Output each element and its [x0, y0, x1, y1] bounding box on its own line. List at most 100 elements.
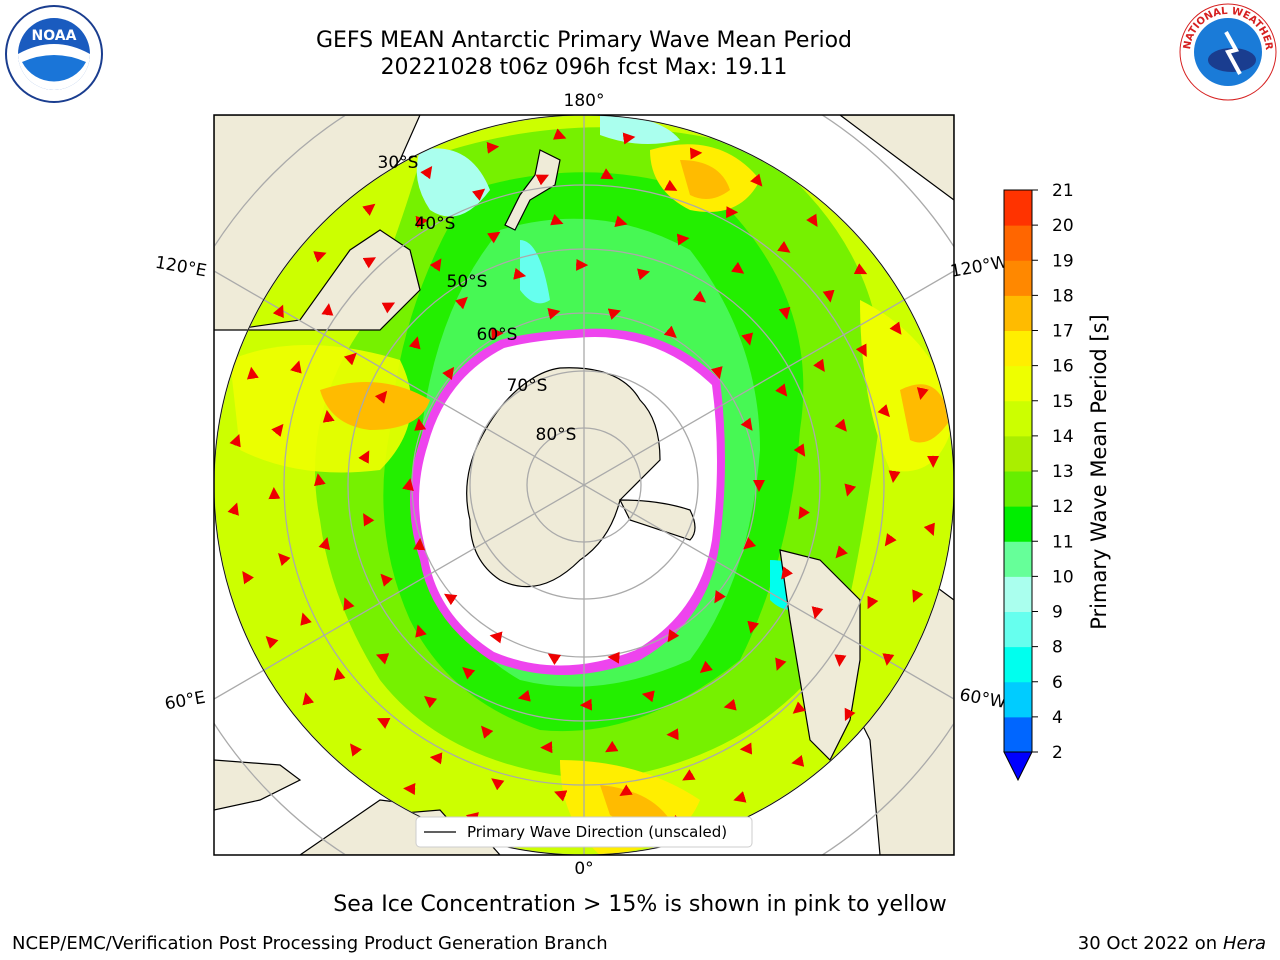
colorbar-segment: [1004, 646, 1032, 683]
wave-direction-arrow: [781, 566, 794, 580]
lat-label-30s: 30°S: [378, 153, 419, 173]
wave-direction-arrow: [775, 383, 788, 397]
wave-direction-arrow: [834, 418, 847, 432]
colorbar-tick-label: 13: [1052, 462, 1074, 482]
wave-direction-arrow: [884, 533, 897, 547]
wave-direction-arrow: [547, 307, 561, 320]
wave-direction-arrow: [300, 612, 312, 626]
wave-direction-arrow: [822, 289, 835, 303]
colorbar-tick-label: 17: [1052, 322, 1074, 342]
colorbar-segment: [1004, 295, 1032, 331]
wave-direction-arrow: [290, 360, 302, 374]
lat-label-60s: 60°S: [477, 325, 518, 345]
lat-label-70s: 70°S: [507, 376, 548, 396]
wave-direction-arrow: [278, 553, 291, 566]
colorbar-segment: [1004, 506, 1032, 542]
colorbar-segment: [1004, 576, 1032, 612]
lon-label-0: 0°: [574, 859, 593, 879]
wave-direction-arrow: [806, 213, 818, 227]
wave-direction-arrow: [272, 304, 284, 319]
footer-left: NCEP/EMC/Verification Post Processing Pr…: [12, 933, 608, 954]
wave-direction-arrow: [605, 740, 619, 753]
colorbar-segment: [1004, 190, 1032, 226]
wave-direction-arrow: [614, 215, 628, 227]
wave-direction-arrow: [882, 653, 895, 666]
wave-direction-arrow: [362, 203, 376, 216]
wave-direction-arrow: [472, 188, 486, 201]
colorbar-label: Primary Wave Mean Period [s]: [1087, 314, 1111, 630]
wave-direction-arrow: [415, 624, 427, 638]
wave-direction-arrow: [710, 366, 723, 380]
wave-direction-arrow: [487, 231, 501, 244]
wave-direction-arrow: [554, 790, 568, 802]
wave-direction-arrow: [321, 303, 334, 316]
colorbar-segment: [1004, 611, 1032, 648]
wave-direction-arrow: [481, 725, 494, 739]
colorbar-segment: [1004, 681, 1032, 718]
colorbar-underflow-triangle: [1003, 751, 1033, 782]
wave-direction-arrow: [550, 214, 564, 226]
wave-direction-arrow: [376, 717, 391, 729]
lon-label-120e: 120°E: [154, 253, 208, 282]
wave-direction-arrow: [402, 478, 414, 492]
colorbar-segment: [1004, 435, 1032, 472]
wave-direction-arrow: [313, 473, 326, 487]
wave-direction-arrow: [889, 321, 902, 335]
wave-direction-arrow: [414, 418, 427, 431]
wave-direction-arrow: [692, 290, 707, 303]
colorbar-tick-label: 21: [1052, 181, 1074, 201]
wave-direction-arrow: [689, 147, 703, 160]
wave-direction-arrow: [636, 268, 651, 281]
colorbar-segment: [1004, 365, 1032, 402]
wave-direction-arrow: [888, 470, 901, 483]
legend-label: Primary Wave Direction (unscaled): [467, 823, 727, 841]
colorbar-tick-label: 11: [1052, 532, 1074, 552]
wave-direction-arrow: [513, 267, 527, 280]
wave-direction-arrow: [855, 343, 867, 357]
wave-direction-arrow: [363, 513, 375, 527]
wave-direction-arrow: [793, 443, 806, 457]
footer-right: 30 Oct 2022 on Hera: [1078, 933, 1266, 954]
wave-direction-arrow: [302, 692, 315, 706]
wave-direction-arrow: [813, 358, 825, 372]
wave-direction-arrow: [358, 450, 370, 464]
wave-direction-arrow: [374, 390, 388, 404]
wave-direction-arrow: [877, 404, 890, 418]
wave-direction-arrow: [489, 631, 503, 644]
wave-direction-arrow: [916, 387, 929, 401]
wave-direction-arrow: [362, 257, 377, 269]
wave-direction-arrow: [415, 215, 429, 228]
wave-direction-arrow: [381, 302, 396, 314]
wave-direction-arrow: [429, 752, 443, 765]
wave-direction-arrow: [676, 233, 690, 246]
colorbar-tick-label: 20: [1052, 216, 1074, 236]
wave-direction-arrow: [420, 165, 433, 180]
south-america: [779, 549, 861, 762]
pacific-corner: [839, 115, 954, 201]
lon-label-120w: 120°W: [949, 252, 1010, 282]
wave-direction-arrow: [607, 651, 620, 664]
madagascar: [214, 759, 302, 811]
wave-direction-arrow: [486, 141, 500, 154]
sea-ice-caption: Sea Ice Concentration > 15% is shown in …: [333, 892, 947, 917]
wave-direction-arrow: [733, 791, 747, 803]
colorbar-tick-label: 2: [1052, 743, 1063, 763]
wave-direction-arrow: [227, 502, 239, 516]
colorbar-tick-label: 15: [1052, 392, 1074, 412]
wave-direction-arrow: [343, 597, 355, 611]
wave-direction-arrow: [547, 653, 562, 666]
nws-logo: NATIONAL WEATHER SERVICE: [1174, 0, 1278, 102]
lat-label-80s: 80°S: [536, 425, 577, 445]
wave-direction-arrow: [408, 336, 421, 350]
wave-direction-arrow: [607, 308, 622, 320]
wave-direction-arrow: [923, 522, 935, 536]
wave-direction-arrow: [491, 778, 505, 791]
lat-label-40s: 40°S: [415, 214, 456, 234]
svg-text:NOAA: NOAA: [32, 28, 77, 44]
colorbar-tick-label: 16: [1052, 357, 1074, 377]
wave-direction-arrow: [622, 132, 636, 145]
footer-date: 30 Oct 2022 on: [1077, 933, 1223, 954]
wave-direction-arrow: [777, 240, 791, 253]
wave-direction-arrow: [778, 306, 791, 320]
wave-direction-arrow: [535, 174, 549, 186]
